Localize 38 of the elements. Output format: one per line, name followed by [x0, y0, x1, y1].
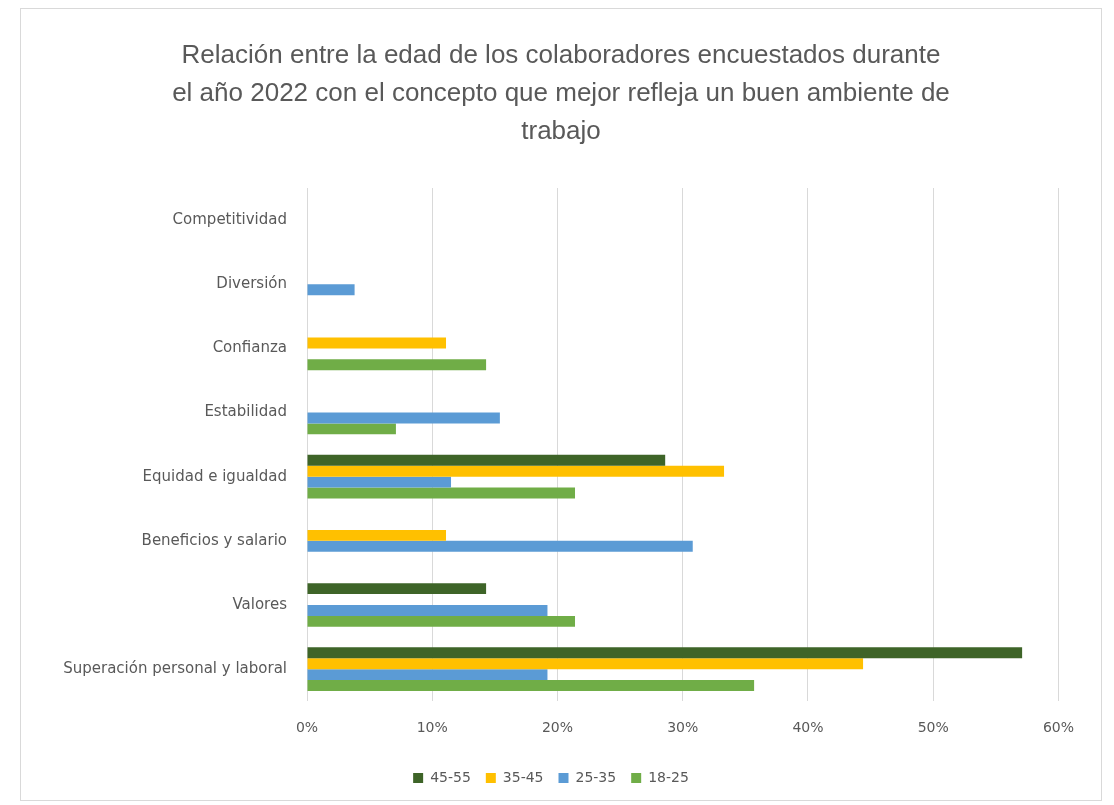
bar	[307, 669, 548, 681]
y-tick-label: Equidad e igualdad	[142, 466, 287, 485]
bar	[307, 529, 447, 541]
bar	[307, 583, 487, 595]
x-tick-label: 30%	[667, 719, 699, 736]
chart-title: Relación entre la edad de los colaboradores encuestados durante el año 2022 con el concepto que mejor refleja un buen ambiente de trabajo	[171, 38, 951, 147]
bar	[307, 412, 500, 424]
bar	[307, 647, 1023, 659]
bar	[307, 337, 447, 349]
y-tick-label: Superación personal y laboral	[63, 659, 287, 678]
y-tick-label: Estabilidad	[204, 402, 287, 421]
bar	[307, 487, 576, 499]
bar	[307, 359, 487, 371]
y-tick-label: Diversión	[216, 274, 287, 293]
y-tick-label: Valores	[232, 594, 288, 613]
x-tick-label: 20%	[541, 719, 574, 736]
bar	[307, 680, 755, 691]
bar	[307, 658, 864, 670]
bar	[307, 454, 666, 466]
x-tick-label: 50%	[917, 719, 949, 736]
bar	[307, 615, 576, 627]
y-tick-label: Beneficios y salario	[141, 530, 287, 549]
x-tick-label: 40%	[792, 719, 824, 736]
bar	[307, 476, 452, 488]
x-tick-label: 10%	[416, 719, 448, 736]
bar	[307, 284, 355, 296]
x-tick-label: 60%	[1042, 719, 1074, 736]
bar	[307, 540, 693, 552]
y-tick-label: Confianza	[212, 338, 287, 357]
bar	[307, 465, 725, 477]
y-tick-label: Competitividad	[172, 209, 287, 228]
legend-label: 35-45	[502, 768, 544, 785]
legend-label: 45-55	[430, 768, 471, 785]
bar	[307, 604, 548, 616]
bar	[307, 423, 396, 435]
legend-label: 25-35	[575, 768, 617, 785]
legend-label: 18-25	[648, 768, 689, 785]
x-tick-label: 0%	[295, 719, 319, 736]
